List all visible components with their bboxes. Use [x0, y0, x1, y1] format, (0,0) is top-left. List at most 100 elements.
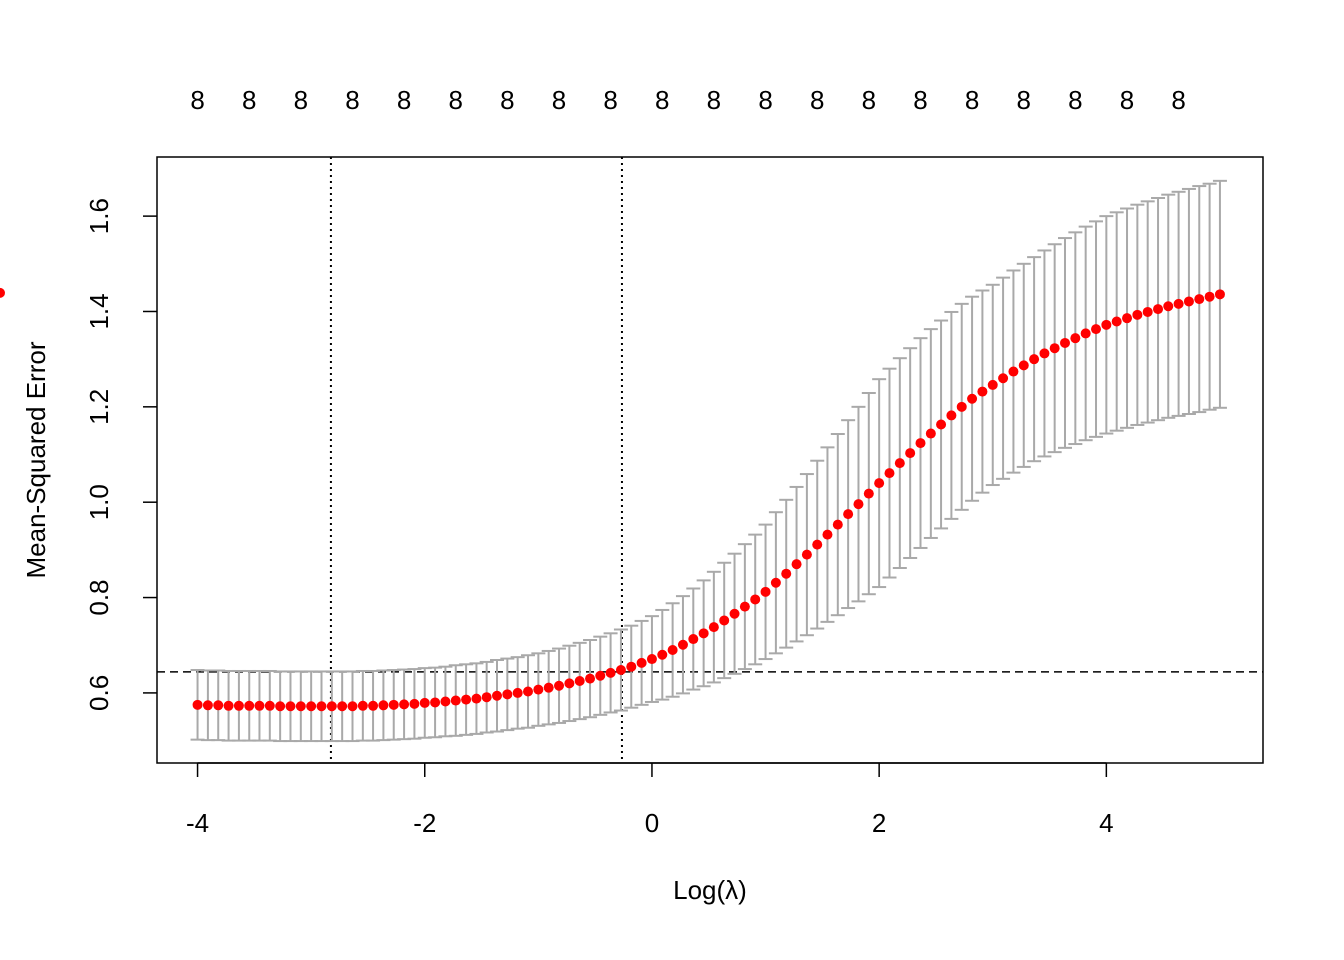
- y-axis-label: Mean-Squared Error: [21, 341, 51, 578]
- point: [409, 698, 420, 709]
- point: [832, 519, 843, 530]
- point: [750, 594, 761, 605]
- point: [564, 678, 575, 689]
- point: [615, 665, 626, 676]
- point: [843, 509, 854, 520]
- point: [1018, 360, 1029, 371]
- x-axis-label: Log(λ): [673, 875, 747, 905]
- point: [905, 448, 916, 459]
- point: [233, 700, 244, 711]
- top-label: 8: [1068, 85, 1082, 115]
- x-tick-label: -4: [186, 808, 209, 838]
- point: [471, 693, 482, 704]
- point: [1091, 324, 1102, 335]
- point: [936, 419, 947, 430]
- top-label: 8: [294, 85, 308, 115]
- point: [1132, 309, 1143, 320]
- top-label: 8: [862, 85, 876, 115]
- point: [1049, 343, 1060, 354]
- point: [760, 586, 771, 597]
- point: [450, 695, 461, 706]
- point: [492, 690, 503, 701]
- point: [213, 700, 224, 711]
- point: [502, 689, 513, 700]
- y-tick-label: 1.0: [84, 484, 114, 520]
- point: [254, 700, 265, 711]
- top-label: 8: [913, 85, 927, 115]
- point: [543, 682, 554, 693]
- point: [1029, 354, 1040, 365]
- point: [925, 428, 936, 439]
- point: [1008, 366, 1019, 377]
- top-label: 8: [552, 85, 566, 115]
- top-label: 8: [707, 85, 721, 115]
- point: [347, 701, 358, 712]
- point: [523, 686, 534, 697]
- point: [461, 694, 472, 705]
- top-label: 8: [655, 85, 669, 115]
- top-label: 8: [1171, 85, 1185, 115]
- top-label: 8: [758, 85, 772, 115]
- point: [626, 661, 637, 672]
- point: [739, 601, 750, 612]
- point: [202, 700, 213, 711]
- point: [244, 700, 255, 711]
- point: [967, 393, 978, 404]
- top-label: 8: [345, 85, 359, 115]
- point: [1204, 291, 1215, 302]
- point: [1142, 306, 1153, 317]
- point: [1111, 316, 1122, 327]
- point: [1080, 328, 1091, 339]
- point: [987, 379, 998, 390]
- point: [636, 657, 647, 668]
- point: [0, 287, 5, 298]
- x-tick-label: -2: [413, 808, 436, 838]
- point: [708, 622, 719, 633]
- point: [1194, 294, 1205, 305]
- point: [977, 386, 988, 397]
- point: [884, 468, 895, 479]
- point: [874, 478, 885, 489]
- top-label: 8: [810, 85, 824, 115]
- point: [1122, 313, 1133, 324]
- point: [326, 701, 337, 712]
- point: [337, 701, 348, 712]
- point: [295, 701, 306, 712]
- point: [440, 696, 451, 707]
- x-tick-label: 2: [872, 808, 886, 838]
- point: [863, 488, 874, 499]
- point: [1059, 337, 1070, 348]
- point: [801, 549, 812, 560]
- point: [512, 687, 523, 698]
- point: [791, 559, 802, 570]
- point: [223, 700, 234, 711]
- y-tick-label: 1.4: [84, 293, 114, 329]
- point: [1163, 301, 1174, 312]
- point: [275, 701, 286, 712]
- point: [946, 410, 957, 421]
- point: [956, 401, 967, 412]
- y-tick-label: 0.6: [84, 675, 114, 711]
- point: [688, 634, 699, 645]
- point: [667, 645, 678, 656]
- point: [533, 684, 544, 695]
- point: [677, 639, 688, 650]
- point: [1101, 319, 1112, 330]
- point: [894, 458, 905, 469]
- point: [698, 628, 709, 639]
- point: [998, 373, 1009, 384]
- top-label: 8: [965, 85, 979, 115]
- top-label: 8: [190, 85, 204, 115]
- point: [1153, 304, 1164, 315]
- point: [419, 697, 430, 708]
- point: [585, 673, 596, 684]
- point: [812, 539, 823, 550]
- point: [595, 670, 606, 681]
- point: [822, 529, 833, 540]
- x-tick-label: 0: [645, 808, 659, 838]
- point: [781, 568, 792, 579]
- point: [1214, 289, 1225, 300]
- point: [1070, 333, 1081, 344]
- point: [605, 667, 616, 678]
